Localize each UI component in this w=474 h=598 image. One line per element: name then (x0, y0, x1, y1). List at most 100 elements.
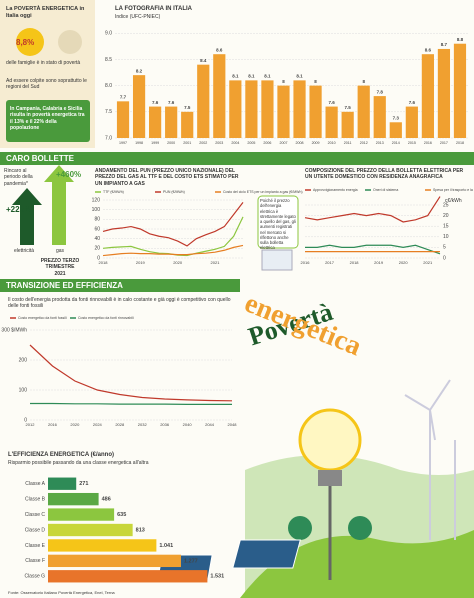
x-tick-label: 1997 (119, 141, 127, 145)
bar (405, 106, 418, 138)
bulb-base (318, 470, 342, 486)
bar (48, 492, 99, 506)
y-tick-label: 80 (94, 217, 100, 223)
y-tick-label: 10 (443, 234, 449, 240)
bar (293, 80, 306, 138)
y-tick-label: 5 (443, 245, 446, 251)
bar (437, 48, 451, 139)
value-label: 8.7 (441, 42, 448, 47)
x-tick-label: 2020 (399, 260, 409, 265)
legend-label: Spesa per il trasporto e la gestione del… (433, 188, 474, 192)
bar (277, 85, 290, 138)
legend-label: Costo del ciclo ETS per un impianto a ga… (223, 190, 303, 194)
bar (389, 122, 402, 138)
value-label: 1.277 (184, 558, 198, 564)
x-tick-label: 2018 (456, 141, 464, 145)
x-tick-label: 2021 (211, 260, 221, 265)
value-label: 486 (102, 497, 111, 503)
caro-elec-label: elettricità (14, 248, 35, 254)
bar (309, 85, 322, 138)
value-label: 8.2 (136, 68, 143, 73)
y-tick-label: 100 (19, 387, 28, 393)
x-tick-label: 2010 (328, 141, 336, 145)
value-label: 7.5 (345, 105, 352, 110)
line (29, 344, 233, 402)
section-band: TRANSIZIONE ED EFFICIENZA (0, 279, 240, 292)
legend-label: TTF (€/MWh) (103, 190, 124, 194)
x-tick-label: 2017 (325, 260, 335, 265)
transizione-text: Il costo dell'energia prodotta da fonti … (8, 297, 231, 310)
chart-title: LA FOTOGRAFIA IN ITALIA (115, 6, 192, 12)
bar (245, 80, 258, 138)
value-label: 8.6 (425, 47, 432, 52)
value-label: 1.041 (159, 543, 173, 549)
x-tick-label: 1999 (151, 141, 159, 145)
y-tick-label: 7.5 (105, 109, 112, 115)
caro-gas-label: gas (56, 248, 65, 254)
x-tick-label: 2003 (215, 141, 223, 145)
y-tick-label: 20 (94, 246, 100, 252)
x-tick-label: 2001 (183, 141, 191, 145)
y-tick-label: Classe D (25, 527, 46, 533)
x-tick-label: 2011 (344, 141, 352, 145)
y-tick-label: Classe E (25, 543, 46, 549)
bulb (298, 408, 362, 472)
x-tick-label: 2015 (408, 141, 416, 145)
bar (325, 106, 338, 138)
x-tick-label: 2012 (360, 141, 368, 145)
intro-south: Ad essere colpite sono soprattutto le re… (6, 78, 87, 91)
value-label: 7.6 (168, 100, 175, 105)
y-tick-label: Classe F (25, 558, 45, 564)
solar-panel (232, 539, 301, 569)
value-label: 8.6 (216, 47, 223, 52)
value-label: 8.1 (248, 74, 255, 79)
bar (229, 80, 242, 138)
y-tick-label: 200 (19, 357, 28, 363)
x-tick-label: 2048 (228, 422, 238, 427)
y-tick-label: Classe A (25, 481, 45, 487)
x-tick-label: 2044 (205, 422, 215, 427)
y-tick-label: 0 (97, 255, 100, 261)
intro-title: La POVERTÀ ENERGETICA in Italia oggi (6, 6, 85, 19)
bar (48, 554, 181, 568)
x-tick-label: 2024 (93, 422, 103, 427)
value-label: 7.5 (184, 105, 191, 110)
value-label: 8.4 (200, 58, 207, 63)
value-label: 7.6 (409, 100, 416, 105)
arrow-elec (12, 188, 42, 245)
chart-title: ANDAMENTO DEL PUN (PREZZO UNICO NAZIONAL… (95, 168, 239, 187)
x-tick-label: 2016 (424, 141, 432, 145)
x-tick-label: 2020 (173, 260, 183, 265)
bar (213, 54, 226, 138)
bar (165, 106, 178, 138)
x-tick-label: 2007 (279, 141, 287, 145)
intro-pct: 8,8% (16, 38, 35, 47)
x-tick-label: 2017 (440, 141, 448, 145)
x-tick-label: 2006 (263, 141, 271, 145)
turbine-blades (404, 379, 451, 441)
x-tick-label: 1998 (135, 141, 143, 145)
x-tick-label: 2028 (115, 422, 125, 427)
value-label: 8 (314, 79, 317, 84)
x-tick-label: 2019 (136, 260, 146, 265)
chart-title: L'EFFICIENZA ENERGETICA (€/anno) (8, 452, 114, 458)
line (102, 244, 244, 257)
y-tick-label: 0 (443, 255, 446, 261)
y-tick-label: 9.0 (105, 31, 112, 37)
value-label: 813 (136, 527, 145, 533)
caro-gas: +460% (56, 170, 82, 179)
bar (116, 101, 130, 138)
value-label: 7.6 (328, 100, 335, 105)
bar (341, 111, 354, 138)
caro-note: Rincaro al periodo della pandemia* (4, 168, 33, 187)
value-label: 7.3 (393, 115, 400, 120)
legend-label: Approvvigionamento energia (313, 188, 358, 192)
y-tick-label: 20 (443, 213, 449, 219)
y-tick-label: 25 (443, 202, 449, 208)
value-label: 8 (362, 79, 365, 84)
x-tick-label: 2008 (296, 141, 304, 145)
value-label: 7.6 (152, 100, 159, 105)
line (305, 244, 441, 255)
x-tick-label: 2018 (99, 260, 109, 265)
bill-icon (261, 249, 293, 271)
